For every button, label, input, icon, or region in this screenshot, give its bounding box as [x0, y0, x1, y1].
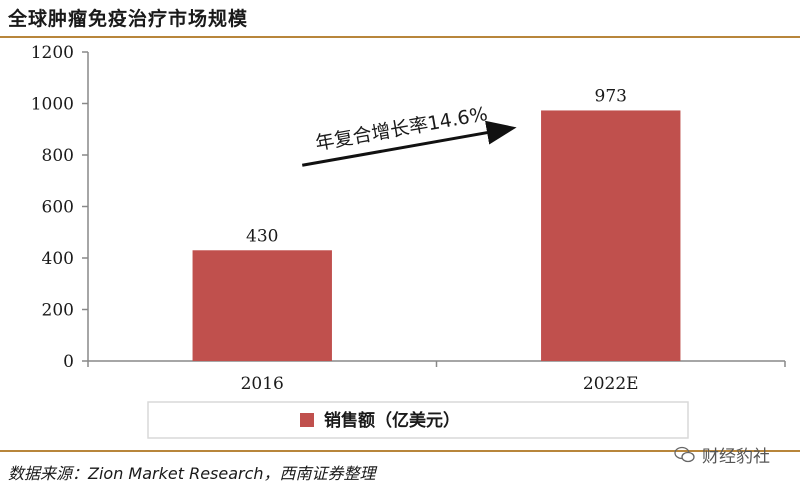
watermark: 财经豹社 [674, 442, 770, 467]
y-tick-label: 800 [42, 146, 74, 166]
x-tick-label: 2016 [241, 374, 284, 394]
bar [541, 110, 681, 361]
footer-divider [0, 450, 800, 452]
growth-arrow [301, 120, 517, 167]
data-label: 973 [595, 86, 627, 106]
y-tick-label: 200 [42, 301, 74, 321]
legend-swatch [300, 413, 314, 427]
wechat-icon [674, 446, 696, 464]
y-tick-label: 400 [42, 249, 74, 269]
y-tick-label: 1200 [31, 43, 74, 63]
y-tick-label: 1000 [31, 95, 74, 115]
y-tick-label: 600 [42, 198, 74, 218]
chart-title: 全球肿瘤免疫治疗市场规模 [8, 8, 249, 30]
title-divider [0, 36, 800, 38]
data-label: 430 [246, 226, 278, 246]
source-note: 数据来源：Zion Market Research，西南证券整理 [8, 464, 376, 483]
bar [192, 250, 332, 361]
watermark-text: 财经豹社 [702, 447, 770, 467]
legend-label: 销售额（亿美元） [324, 410, 460, 431]
legend-box [147, 401, 689, 439]
y-tick-label: 0 [63, 352, 74, 372]
x-tick-label: 2022E [583, 374, 639, 394]
chart-area: 02004006008001000120043020169732022E年复合增… [31, 43, 786, 439]
